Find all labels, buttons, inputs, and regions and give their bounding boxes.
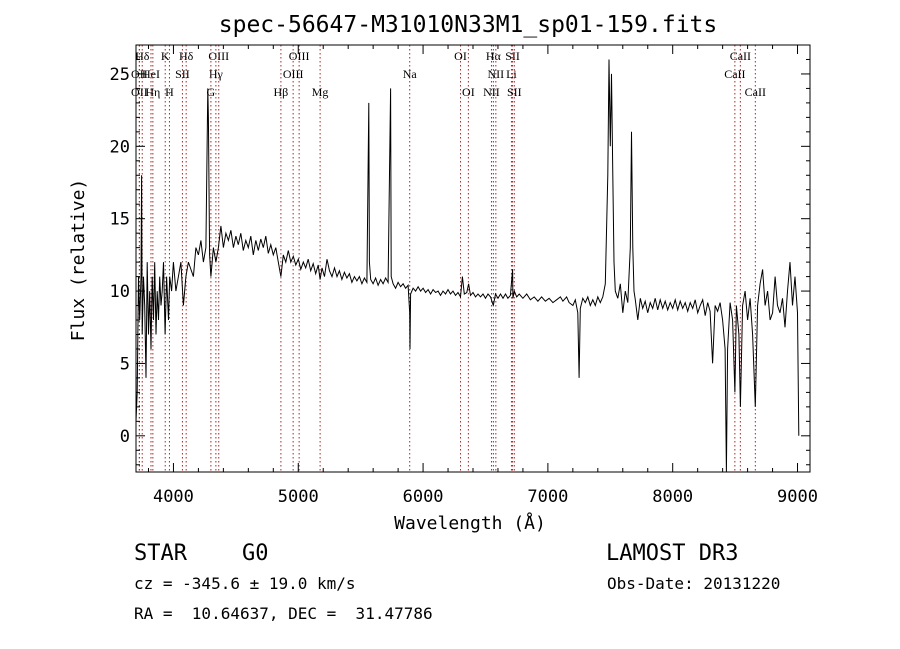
x-tick-label: 6000 (403, 487, 444, 507)
redshift-velocity: cz = -345.6 ± 19.0 km/s (134, 574, 356, 593)
marker-label: HeI (142, 67, 160, 81)
marker-label: NII (488, 67, 505, 81)
survey-name: LAMOST DR3 (606, 541, 739, 566)
marker-label: CaII (745, 85, 766, 99)
marker-label: SII (507, 85, 522, 99)
object-subclass: G0 (242, 541, 269, 566)
marker-label: OIII (208, 49, 229, 63)
coordinates: RA = 10.64637, DEC = 31.47786 (134, 604, 433, 623)
marker-label: SII (505, 49, 520, 63)
y-tick-label: 5 (120, 354, 130, 374)
marker-label: OI (462, 85, 475, 99)
marker-label: OII (131, 85, 148, 99)
marker-label: Hα (486, 49, 502, 63)
marker-label: Hδ (135, 49, 150, 63)
plot-frame (135, 44, 811, 473)
marker-label: OIII (289, 49, 310, 63)
chart-title: spec-56647-M31010N33M1_sp01-159.fits (219, 12, 718, 38)
marker-label: Hγ (209, 67, 224, 81)
object-class: STAR (134, 541, 187, 566)
x-axis-label: Wavelength (Å) (394, 512, 546, 534)
x-tick-label: 9000 (777, 487, 818, 507)
marker-label: NII (483, 85, 500, 99)
marker-label: OI (454, 49, 467, 63)
spectrum-line (135, 59, 800, 473)
marker-label: SII (175, 67, 190, 81)
marker-label: CaII (724, 67, 745, 81)
marker-label: H (165, 85, 174, 99)
y-tick-label: 20 (110, 137, 130, 157)
marker-label: Hδ (179, 49, 194, 63)
x-tick-label: 5000 (278, 487, 319, 507)
y-tick-label: 25 (110, 65, 130, 85)
y-tick-label: 15 (110, 210, 130, 230)
x-tick-label: 8000 (652, 487, 693, 507)
y-tick-label: 0 (120, 427, 130, 447)
marker-label: Mg (312, 85, 329, 99)
marker-label: OIII (283, 67, 304, 81)
marker-label: Na (403, 67, 418, 81)
y-axis-label: Flux (relative) (68, 179, 89, 342)
marker-label: CaII (730, 49, 751, 63)
marker-label: Li (506, 67, 517, 81)
marker-label: Hη (145, 85, 160, 99)
marker-label: Hβ (274, 85, 289, 99)
observation-date: Obs-Date: 20131220 (607, 574, 781, 593)
marker-label: G (207, 85, 216, 99)
y-tick-label: 10 (110, 282, 130, 302)
x-tick-label: 4000 (153, 487, 194, 507)
marker-label: K (161, 49, 170, 63)
x-tick-label: 7000 (527, 487, 568, 507)
